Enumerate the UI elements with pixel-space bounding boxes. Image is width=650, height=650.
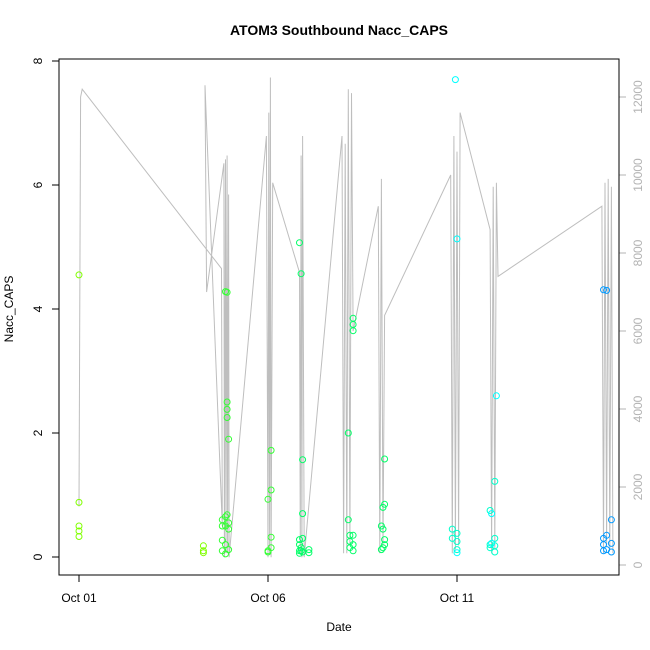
chart-title: ATOM3 Southbound Nacc_CAPS [230,22,448,38]
data-point [344,429,352,437]
data-point [349,547,357,555]
data-point [223,511,231,519]
data-point [223,414,231,421]
data-point [381,541,389,549]
data-point [222,541,229,549]
x-tick-label: Oct 11 [440,591,475,605]
data-point [600,547,607,555]
data-point [75,533,83,540]
data-point [486,544,494,552]
data-point [223,398,231,406]
data-point [448,525,456,533]
data-point [296,536,303,544]
data-point [451,76,459,84]
data-point [448,534,456,542]
data-point [267,486,275,494]
data-point [492,392,500,400]
y-tick-label: 8 [31,57,45,64]
data-point [349,531,357,539]
data-point [381,455,389,463]
data-point [299,534,307,542]
data-point [607,516,615,524]
secondary-line-layer [78,77,614,558]
data-point [223,288,231,296]
data-point [305,549,313,557]
data-point [223,405,231,413]
data-point [264,495,272,503]
y2-tick-label: 8000 [631,239,645,266]
data-point [225,435,233,443]
data-point [603,531,611,539]
y-tick-label: 0 [31,553,45,560]
data-point [297,547,305,555]
data-point [453,529,461,537]
y-tick-label: 2 [31,429,45,436]
data-point [486,541,494,549]
data-point [75,498,83,506]
data-point [491,534,499,542]
data-point [344,516,352,524]
data-point [305,546,313,554]
y2-tick-label: 4000 [631,395,645,422]
data-point [603,286,611,294]
data-point [453,235,461,243]
data-point [75,522,83,530]
y2-tick-label: 0 [631,561,645,568]
data-point [453,549,461,557]
y2-tick-label: 6000 [631,317,645,344]
data-point [453,546,461,554]
data-point [488,510,496,518]
data-points-layer [75,76,615,558]
y2-tick-label: 2000 [631,473,645,500]
x-tick-label: Oct 01 [61,591,97,605]
data-point [381,500,389,508]
data-point [379,525,387,533]
data-point [453,538,461,545]
data-point [349,327,357,335]
data-point [491,548,499,556]
data-point [299,510,307,518]
y-tick-label: 4 [31,305,45,312]
data-point [607,539,615,547]
secondary-series-line [78,77,614,558]
data-point [75,271,83,279]
data-point [267,446,275,454]
data-point [377,546,385,554]
data-point [199,542,207,550]
plot-frame [58,58,620,576]
x-axis-label: Date [326,620,352,634]
data-point [267,533,275,541]
y-tick-label: 6 [31,181,45,188]
data-point [199,549,207,557]
y2-tick-label: 12000 [631,80,645,114]
data-point [225,525,233,533]
data-point [488,539,496,547]
data-point [225,546,233,554]
data-point [491,477,499,485]
data-point [299,456,307,464]
data-point [199,547,207,555]
data-point [296,239,303,247]
data-point [297,544,305,552]
data-point [381,536,389,544]
data-point [297,270,305,278]
data-point [600,286,607,294]
x-tick-label: Oct 06 [250,591,286,605]
data-point [222,513,229,521]
y-axis-label: Nacc_CAPS [2,276,16,343]
data-point [267,544,275,552]
data-point [218,522,226,530]
data-point [607,548,615,556]
y2-tick-label: 10000 [631,158,645,192]
